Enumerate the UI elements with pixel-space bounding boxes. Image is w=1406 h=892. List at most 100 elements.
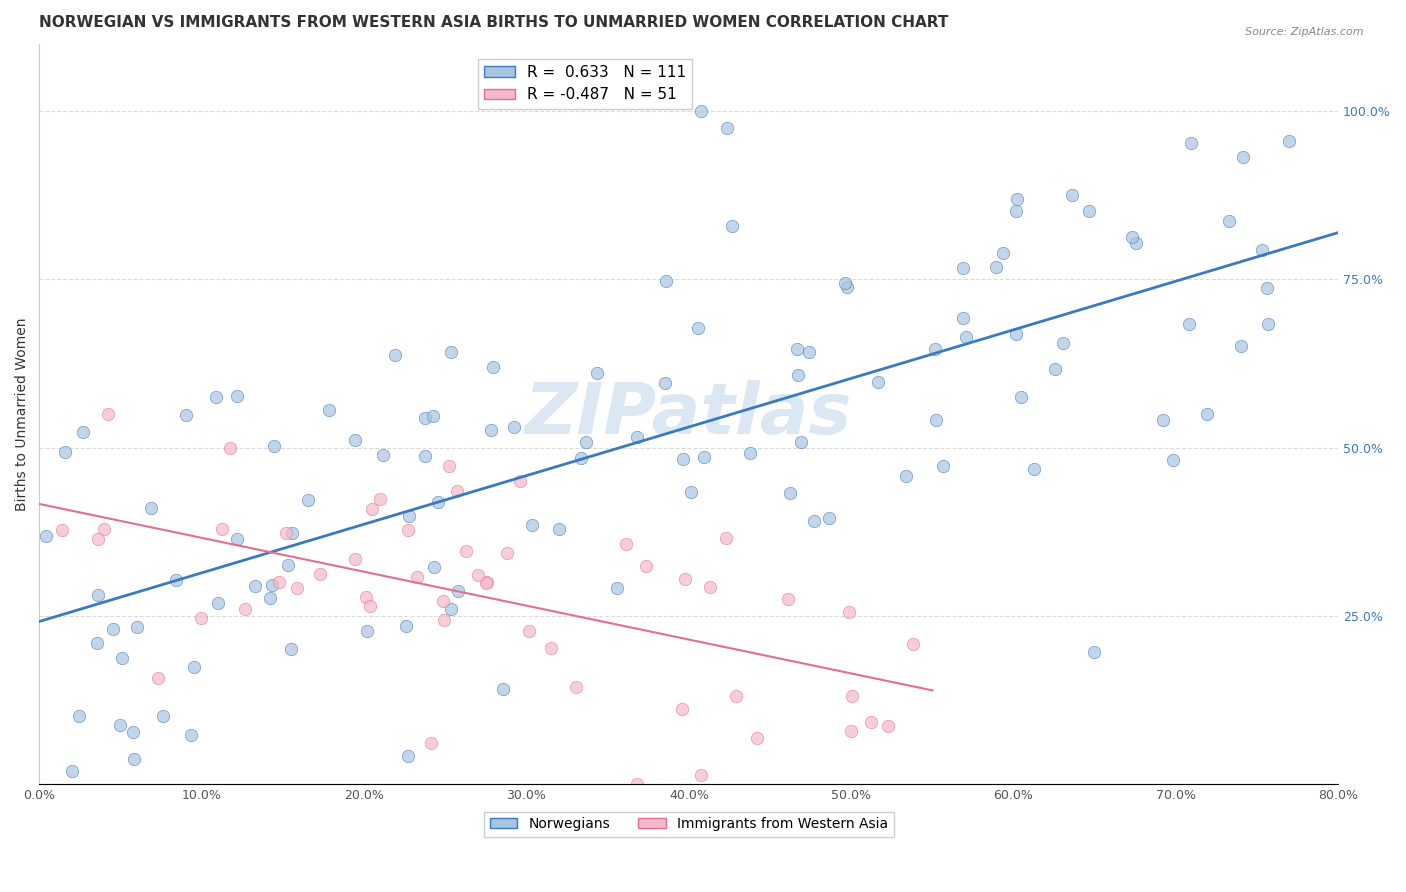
Point: [398, 509, 420, 524]
Point: [803, 514, 825, 528]
Point: [1022, 462, 1045, 476]
Point: [447, 584, 470, 599]
Point: [180, 728, 202, 742]
Point: [475, 576, 498, 591]
Point: [426, 495, 449, 509]
Point: [55, 445, 77, 459]
Point: [413, 449, 436, 463]
Point: [1256, 281, 1278, 295]
Point: [1005, 327, 1028, 342]
Point: [359, 599, 381, 614]
Point: [1007, 193, 1029, 207]
Point: [361, 502, 384, 516]
Text: ZIPatlas: ZIPatlas: [526, 379, 852, 449]
Point: [432, 594, 454, 608]
Point: [207, 596, 229, 610]
Point: [467, 567, 489, 582]
Point: [60, 764, 83, 778]
Point: [423, 559, 446, 574]
Point: [368, 491, 391, 506]
Point: [344, 433, 367, 447]
Point: [354, 590, 377, 604]
Point: [422, 409, 444, 423]
Point: [789, 435, 811, 450]
Point: [626, 430, 648, 444]
Point: [724, 689, 747, 703]
Point: [285, 581, 308, 595]
Point: [148, 671, 170, 685]
Point: [1004, 203, 1026, 218]
Point: [318, 403, 340, 417]
Point: [1257, 317, 1279, 331]
Point: [606, 581, 628, 595]
Point: [1062, 187, 1084, 202]
Point: [371, 448, 394, 462]
Point: [868, 375, 890, 389]
Point: [122, 751, 145, 765]
Point: [495, 546, 517, 560]
Point: [35, 529, 58, 543]
Point: [440, 602, 463, 616]
Point: [671, 702, 693, 716]
Point: [174, 408, 197, 422]
Point: [835, 280, 858, 294]
Point: [693, 450, 716, 464]
Point: [205, 390, 228, 404]
Point: [1125, 235, 1147, 250]
Point: [183, 659, 205, 673]
Point: [714, 532, 737, 546]
Text: NORWEGIAN VS IMMIGRANTS FROM WESTERN ASIA BIRTHS TO UNMARRIED WOMEN CORRELATION : NORWEGIAN VS IMMIGRANTS FROM WESTERN ASI…: [39, 15, 949, 30]
Point: [280, 641, 302, 656]
Point: [96, 407, 118, 421]
Point: [575, 435, 598, 450]
Point: [1052, 336, 1074, 351]
Y-axis label: Births to Unmarried Women: Births to Unmarried Women: [15, 318, 30, 511]
Point: [67, 709, 90, 723]
Point: [308, 566, 330, 581]
Point: [87, 589, 110, 603]
Point: [72, 425, 94, 439]
Point: [1161, 453, 1184, 467]
Point: [786, 368, 808, 382]
Point: [797, 345, 820, 359]
Point: [440, 344, 463, 359]
Point: [1218, 214, 1240, 228]
Point: [540, 641, 562, 656]
Point: [991, 246, 1014, 260]
Text: Source: ZipAtlas.com: Source: ZipAtlas.com: [1246, 27, 1364, 37]
Point: [1045, 362, 1067, 376]
Point: [655, 275, 678, 289]
Point: [894, 469, 917, 483]
Point: [502, 420, 524, 434]
Point: [509, 474, 531, 488]
Point: [165, 573, 187, 587]
Point: [859, 714, 882, 729]
Point: [433, 613, 456, 627]
Point: [1232, 150, 1254, 164]
Point: [454, 543, 477, 558]
Point: [269, 574, 291, 589]
Point: [87, 532, 110, 546]
Point: [690, 768, 713, 782]
Legend: Norwegians, Immigrants from Western Asia: Norwegians, Immigrants from Western Asia: [484, 812, 894, 837]
Point: [955, 330, 977, 344]
Point: [569, 450, 592, 465]
Point: [901, 637, 924, 651]
Point: [1077, 204, 1099, 219]
Point: [925, 413, 948, 427]
Point: [122, 725, 145, 739]
Point: [226, 532, 249, 546]
Point: [876, 719, 898, 733]
Point: [720, 219, 742, 233]
Point: [479, 423, 502, 437]
Point: [834, 276, 856, 290]
Point: [716, 120, 738, 135]
Point: [263, 439, 285, 453]
Point: [86, 636, 108, 650]
Point: [740, 446, 762, 460]
Point: [439, 458, 461, 473]
Point: [699, 580, 721, 594]
Point: [776, 591, 799, 606]
Point: [745, 731, 768, 746]
Point: [260, 578, 283, 592]
